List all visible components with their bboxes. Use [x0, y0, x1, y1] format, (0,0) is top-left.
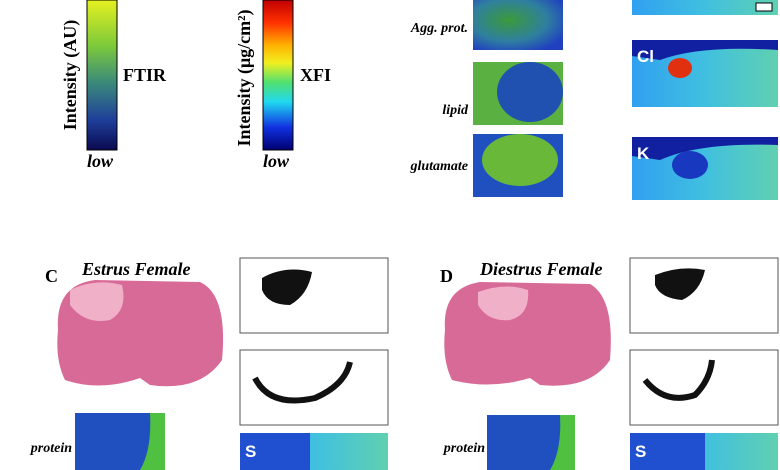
map-label: glutamate: [409, 159, 468, 174]
element-label: K: [637, 144, 650, 163]
low-label: low: [263, 151, 290, 171]
colorbar-title: FTIR: [123, 65, 167, 85]
low-label: low: [87, 151, 114, 171]
element-label: Cl: [637, 47, 654, 66]
axis-label: Intensity (μg/cm²): [234, 9, 255, 146]
colorbar-title: XFI: [300, 65, 331, 85]
lesion: [70, 282, 124, 321]
panel-title: Diestrus Female: [479, 259, 603, 279]
element-label: S: [635, 442, 646, 461]
element-label: S: [245, 442, 256, 461]
lesion: [478, 286, 529, 321]
colorbar: [86, 0, 118, 151]
lesion: [482, 134, 558, 186]
panel-letter: D: [440, 266, 453, 286]
lesion: [487, 415, 561, 470]
map-label: lipid: [442, 103, 469, 118]
map-label: Agg. prot.: [410, 21, 468, 36]
background: [632, 137, 778, 160]
map-label: protein: [443, 441, 485, 456]
rim-mask: [642, 359, 715, 401]
lesion: [497, 62, 563, 122]
lesion: [672, 151, 708, 179]
lesion: [240, 433, 310, 470]
lesion: [75, 413, 151, 470]
lesion-mask: [655, 268, 705, 300]
lesion: [630, 433, 705, 470]
xfi-map: [632, 0, 778, 15]
map-label: protein: [30, 441, 72, 456]
hotspot: [668, 58, 692, 78]
mask-box: [239, 257, 389, 334]
ftir-map: [473, 0, 563, 50]
axis-label: Intensity (AU): [60, 20, 81, 131]
rim-mask: [252, 361, 353, 404]
background: [632, 40, 778, 60]
panel-letter: C: [45, 266, 58, 286]
colorbar: [262, 0, 294, 151]
mask-box: [629, 257, 779, 334]
scale-bar: [755, 2, 773, 12]
panel-title: Estrus Female: [81, 259, 191, 279]
lesion-mask: [262, 269, 312, 305]
